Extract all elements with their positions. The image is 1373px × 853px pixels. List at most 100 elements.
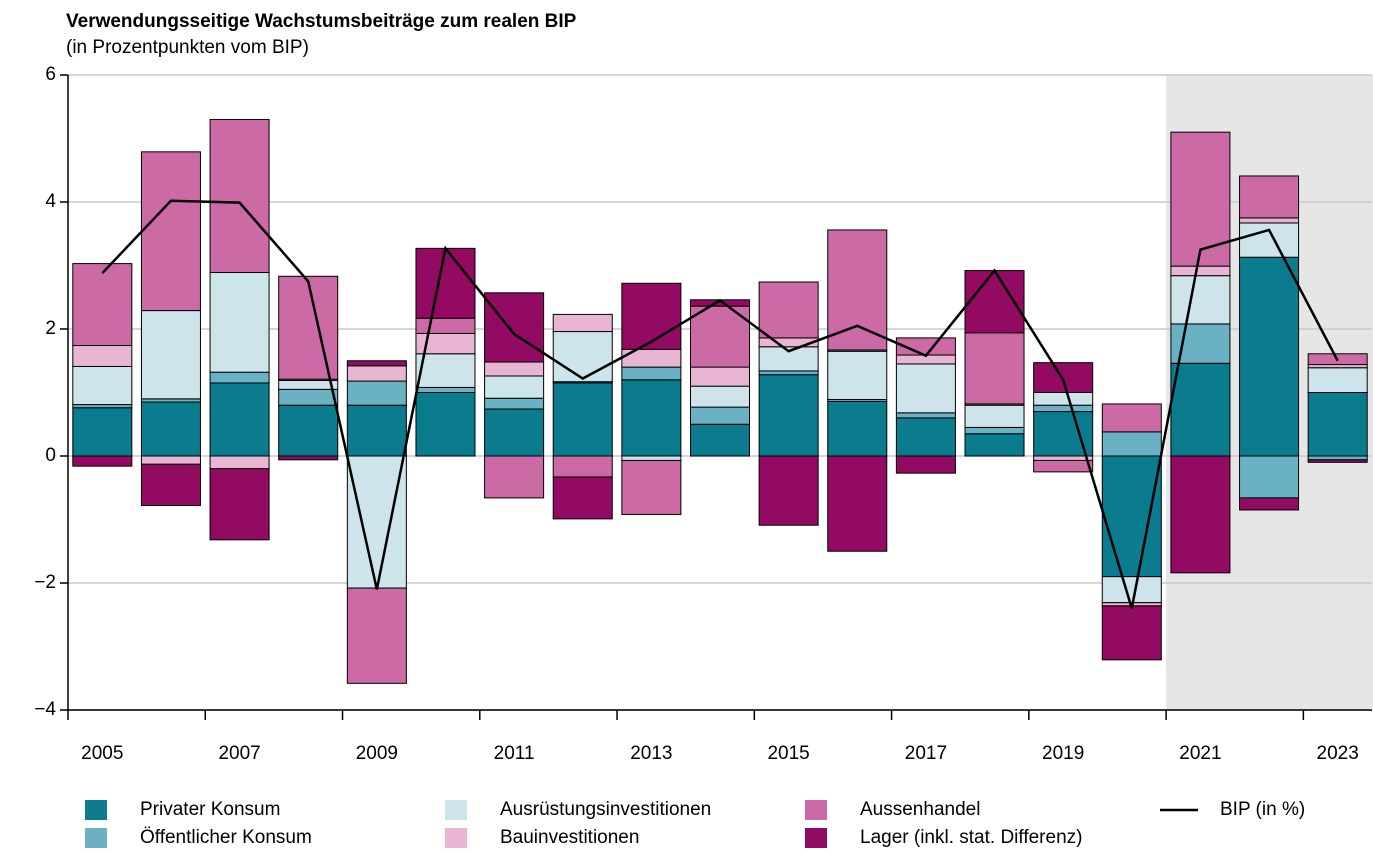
bar-segment [415,317,476,334]
bar-segment [552,382,613,457]
bar-segment [346,365,407,382]
legend-label: BIP (in %) [1220,799,1305,820]
bar-segment [346,404,407,457]
legend-label: Privater Konsum [140,799,280,820]
y-tick-label: 6 [45,64,56,85]
bar-segment [140,401,201,457]
x-tick-label: 2007 [218,743,260,764]
x-tick-label: 2023 [1317,743,1359,764]
bar-segment [895,417,956,457]
bar-segment [209,468,270,541]
bar-segment [278,388,339,406]
chart-subtitle: (in Prozentpunkten vom BIP) [66,37,309,58]
bar-segment [484,292,545,363]
x-tick-label: 2009 [356,743,398,764]
y-tick-label: 4 [45,191,56,212]
bar-segment [895,363,956,414]
bar-segment [1033,455,1094,461]
bar-segment [689,423,751,457]
x-tick-label: 2011 [494,743,535,764]
bar-segment [758,281,819,339]
bar-segment [621,459,682,515]
bar-segment [1239,455,1300,499]
legend-swatch [805,828,827,848]
bar-segment [72,365,133,406]
bar-segment [209,371,270,384]
legend-swatch [445,828,467,848]
bar-segment [278,379,339,390]
bar-segment [346,587,407,684]
x-tick-label: 2021 [1179,743,1221,764]
bar-segment [964,404,1025,428]
bar-segment [1101,431,1162,457]
bar-segment [1170,275,1231,325]
bar-segment [964,426,1025,435]
bar-segment [346,360,407,367]
bar-segment [895,412,956,419]
bar-segment [72,455,133,467]
y-tick-label: −2 [34,572,56,593]
bar-segment [1170,131,1231,267]
legend-swatch [445,800,467,820]
bar-segment [72,407,133,457]
bar-segment [1033,392,1094,406]
bar-segment [1239,497,1300,511]
bar-segment [895,455,956,474]
bar-segment [1239,222,1300,258]
legend-swatch [805,800,827,820]
bar-segment [552,455,613,478]
bar-segment [964,332,1025,405]
bar-segment [415,392,476,457]
bar-segment [827,350,888,400]
bar-segment [1170,265,1231,277]
bar-segment [621,366,682,381]
bar-segment [1170,362,1231,457]
bar-segment [552,476,613,520]
x-tick-label: 2017 [905,743,947,764]
bar-segment [1033,404,1094,413]
legend-swatch [85,800,107,820]
x-tick-label: 2013 [630,743,672,764]
bar-segment [1101,403,1162,433]
y-tick-label: −4 [34,699,56,720]
bar-segment [1307,367,1368,393]
bar-segment [1101,605,1162,661]
bar-segment [415,386,476,394]
chart-title: Verwendungsseitige Wachstumsbeiträge zum… [66,11,577,32]
bar-segment [758,455,819,526]
legend-label: Lager (inkl. stat. Differenz) [860,827,1082,848]
y-tick-label: 0 [45,445,56,466]
bar-segment [827,229,888,351]
legend-label: Ausrüstungsinvestitionen [500,799,711,820]
bar-segment [1307,392,1368,457]
legend-label: Öffentlicher Konsum [140,827,312,848]
bar-segment [209,455,270,470]
bar-segment [484,408,545,457]
bar-segment [552,313,613,333]
x-tick-label: 2005 [81,743,123,764]
bar-segment [278,275,339,380]
bar-segment [758,370,819,376]
x-tick-label: 2015 [767,743,809,764]
bar-segment [209,118,270,273]
bar-segment [484,455,545,499]
bar-segment [1033,459,1094,473]
bar-segment [278,404,339,457]
bar-segment [758,374,819,457]
bar-segment [552,331,613,383]
bar-segment [827,400,888,457]
x-tick-label: 2019 [1042,743,1084,764]
bar-segment [140,151,201,312]
y-tick-label: 2 [45,318,56,339]
legend-swatch [85,828,107,848]
bar-segment [689,366,751,387]
bar-segment [346,455,407,589]
bar-segment [415,247,476,319]
bar-segment [484,375,545,399]
bar-segment [1239,256,1300,457]
bar-segment [1101,576,1162,604]
bar-segment [140,463,201,507]
bar-segment [964,433,1025,457]
bar-segment [1101,455,1162,578]
